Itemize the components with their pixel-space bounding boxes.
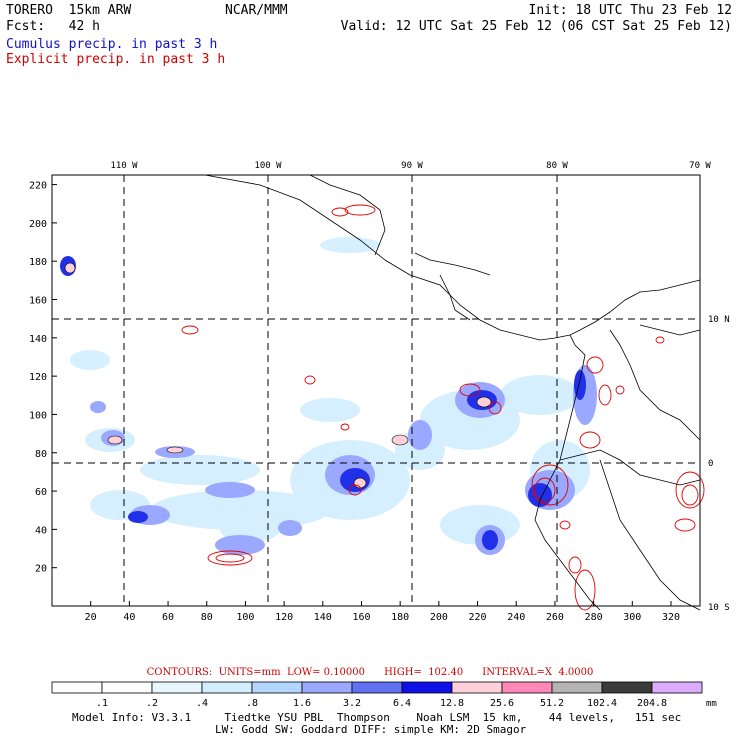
colorbar-label: .8 <box>246 698 258 709</box>
colorbar-swatch <box>51 681 103 694</box>
y-tick-label: 120 <box>29 372 47 383</box>
colorbar-swatch <box>201 681 253 694</box>
x-tick-label: 220 <box>469 612 487 623</box>
lon-label-110w: 110 W <box>110 161 138 171</box>
y-tick-label: 160 <box>29 296 47 307</box>
colorbar-label: 6.4 <box>393 698 411 709</box>
colorbar-label: .1 <box>96 698 108 709</box>
colorbar-label: 1.6 <box>293 698 311 709</box>
valid-time: Valid: 12 UTC Sat 25 Feb 12 (06 CST Sat … <box>340 19 732 34</box>
lon-label-80w: 80 W <box>546 161 568 171</box>
precip-map: 110 W 100 W 90 W 80 W 70 W 10 N 0 10 S 2… <box>29 161 730 623</box>
colorbar-unit: mm <box>706 699 717 709</box>
x-tick-label: 200 <box>430 612 448 623</box>
x-tick-label: 60 <box>162 612 174 623</box>
lon-label-90w: 90 W <box>401 161 423 171</box>
colorbar-swatch <box>401 681 453 694</box>
x-tick-label: 100 <box>236 612 254 623</box>
x-tick-label: 180 <box>391 612 409 623</box>
forecast-hour: Fcst: 42 h <box>6 19 100 34</box>
map-frame <box>51 174 701 607</box>
y-tick-label: 220 <box>29 181 47 192</box>
lat-labels: 10 N 0 10 S <box>708 315 730 613</box>
colorbar-swatch <box>301 681 353 694</box>
y-tick-label: 100 <box>29 410 47 421</box>
cumulus-precip-shading <box>60 237 597 555</box>
model-title: TORERO 15km ARW <box>6 3 132 18</box>
x-tick-label: 260 <box>546 612 564 623</box>
x-tick-label: 80 <box>201 612 213 623</box>
tick-marks <box>52 184 672 606</box>
colorbar-label: 204.8 <box>637 698 667 709</box>
colorbar-label: 25.6 <box>490 698 514 709</box>
y-tick-label: 40 <box>35 525 47 536</box>
x-tick-label: 300 <box>623 612 641 623</box>
lon-labels: 110 W 100 W 90 W 80 W 70 W <box>110 161 711 171</box>
x-tick-label: 120 <box>275 612 293 623</box>
colorbar-label: 102.4 <box>587 698 617 709</box>
y-tick-label: 180 <box>29 257 47 268</box>
y-tick-labels: 20 40 60 80 100 120 140 160 180 200 220 <box>29 181 47 575</box>
colorbar-swatch <box>101 681 153 694</box>
lat-label-10n: 10 N <box>708 315 730 325</box>
y-tick-label: 80 <box>35 449 47 460</box>
x-tick-label: 240 <box>507 612 525 623</box>
y-tick-label: 140 <box>29 334 47 345</box>
init-time: Init: 18 UTC Thu 23 Feb 12 <box>528 3 733 18</box>
coastlines <box>204 174 701 611</box>
model-info-line1: Model Info: V3.3.1 Tiedtke YSU PBL Thomp… <box>72 711 682 724</box>
colorbar-swatch <box>651 681 703 694</box>
colorbar-label: .4 <box>196 698 208 709</box>
graticule <box>52 175 700 606</box>
x-tick-label: 40 <box>123 612 135 623</box>
x-tick-labels: 20 40 60 80 100 120 140 160 180 200 220 240 260 280 30… <box>85 612 680 623</box>
x-tick-label: 140 <box>314 612 332 623</box>
x-tick-label: 280 <box>585 612 603 623</box>
colorbar-label: 12.8 <box>440 698 464 709</box>
colorbar-label: 51.2 <box>540 698 564 709</box>
colorbar: .1.2.4.8 1.6 3.2 6.4 12.8 25.6 51.2 102.4 204.8 … <box>51 681 717 709</box>
colorbar-swatch <box>451 681 503 694</box>
colorbar-label: 3.2 <box>343 698 361 709</box>
contour-info: CONTOURS: UNITS=mm LOW= 0.10000 HIGH= 10… <box>146 667 594 678</box>
lat-label-0: 0 <box>708 459 713 469</box>
lon-label-100w: 100 W <box>254 161 282 171</box>
colorbar-swatch <box>601 681 653 694</box>
y-tick-label: 60 <box>35 487 47 498</box>
colorbar-swatch <box>151 681 203 694</box>
colorbar-label: .2 <box>146 698 158 709</box>
lon-label-70w: 70 W <box>689 161 711 171</box>
colorbar-swatch <box>501 681 553 694</box>
colorbar-swatch <box>351 681 403 694</box>
cumulus-field-label: Cumulus precip. in past 3 h <box>6 37 218 52</box>
org-label: NCAR/MMM <box>225 3 288 18</box>
y-tick-label: 20 <box>35 564 47 575</box>
x-tick-label: 320 <box>662 612 680 623</box>
lat-label-10s: 10 S <box>708 603 730 613</box>
explicit-field-label: Explicit precip. in past 3 h <box>6 52 226 67</box>
colorbar-swatch <box>551 681 603 694</box>
explicit-precip-contours <box>181 204 705 611</box>
y-tick-label: 200 <box>29 219 47 230</box>
x-tick-label: 20 <box>85 612 97 623</box>
x-tick-label: 160 <box>352 612 370 623</box>
model-info-line2: LW: Godd SW: Goddard DIFF: simple KM: 2D… <box>215 723 527 736</box>
colorbar-swatch <box>251 681 303 694</box>
